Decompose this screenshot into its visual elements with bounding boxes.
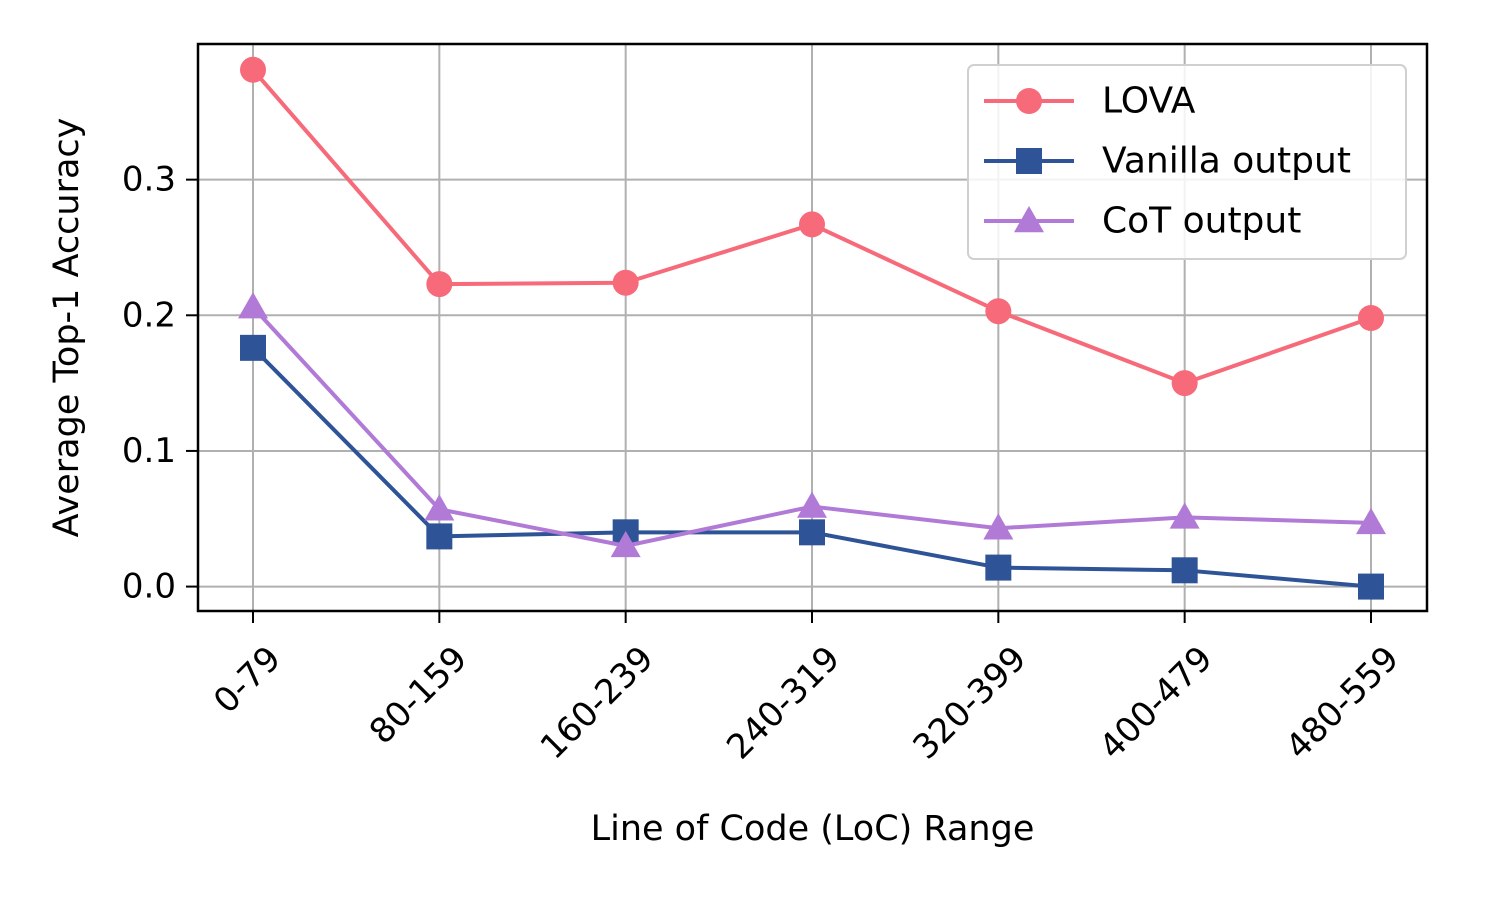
legend-label: CoT output (1102, 201, 1301, 242)
y-tick-label: 0.3 (122, 160, 176, 200)
legend-label: LOVA (1102, 81, 1196, 122)
data-point (799, 211, 825, 238)
y-axis-label: Average Top-1 Accuracy (47, 118, 87, 538)
data-point (985, 298, 1012, 325)
data-point (983, 513, 1014, 540)
data-point (1358, 305, 1384, 332)
data-point (240, 56, 266, 83)
data-point (610, 530, 641, 558)
data-point (799, 519, 825, 546)
legend: LOVA Vanilla output CoT output (967, 64, 1407, 260)
data-point (1358, 573, 1384, 600)
data-point (426, 523, 453, 550)
data-point (1171, 557, 1198, 584)
data-point (1356, 507, 1386, 535)
legend-item: LOVA (984, 81, 1196, 122)
data-point (238, 292, 268, 319)
data-point (1171, 370, 1198, 397)
legend-box (967, 64, 1407, 260)
y-tick-label: 0.2 (122, 295, 176, 335)
y-tick-label: 0.1 (122, 431, 176, 471)
data-point (1169, 502, 1200, 529)
data-point (985, 554, 1012, 581)
legend-label: Vanilla output (1102, 141, 1351, 182)
data-point (424, 494, 455, 521)
series-lova (240, 56, 1384, 397)
data-point (426, 271, 453, 298)
legend-item: CoT output (984, 201, 1301, 242)
legend-marker (1016, 88, 1042, 114)
legend-marker (1016, 148, 1042, 174)
data-point (240, 334, 266, 361)
legend-item: Vanilla output (984, 141, 1351, 182)
y-axis: 0.0 0.1 0.2 0.3 (122, 160, 198, 607)
series-cot-output (238, 292, 1386, 558)
data-point (612, 269, 639, 296)
series-layer (238, 56, 1386, 600)
data-point (797, 491, 827, 518)
legend-marker (1014, 206, 1044, 233)
y-tick-label: 0.0 (122, 567, 176, 607)
x-axis-label: Line of Code (LoC) Range (591, 809, 1035, 849)
